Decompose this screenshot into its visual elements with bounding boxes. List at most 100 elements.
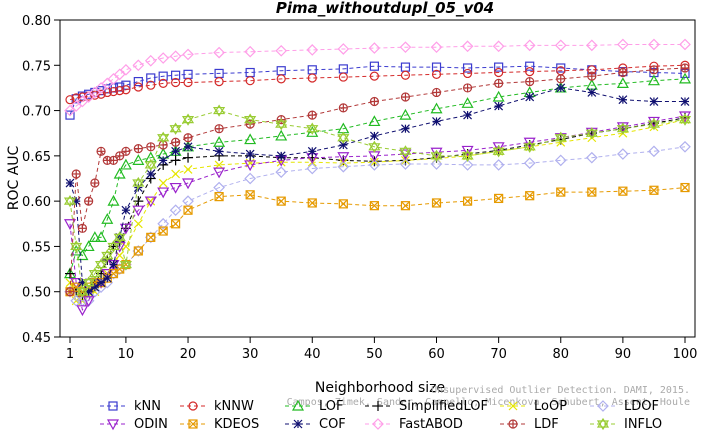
data-point-ldof: [461, 159, 474, 171]
data-point-fastabod: [430, 41, 443, 54]
data-point-kdeos: [338, 199, 348, 209]
data-point-loop: [158, 178, 168, 188]
data-point-kdeos: [307, 198, 317, 208]
data-point-kdeos: [556, 187, 566, 197]
data-point-inflo: [82, 276, 95, 289]
data-point-inflo: [244, 113, 257, 126]
data-point-knnw: [171, 77, 181, 88]
data-point-ldf: [338, 103, 348, 113]
y-tick-label: 0.55: [22, 240, 51, 255]
data-point-ldf: [556, 74, 566, 84]
data-point-knnw: [214, 76, 224, 87]
data-point-fastabod: [169, 50, 182, 63]
data-point-inflo: [119, 258, 132, 271]
data-point-ldof: [275, 166, 288, 179]
data-point-loop: [133, 219, 143, 229]
data-point-inflo: [213, 104, 226, 117]
legend-marker-knn: [108, 401, 118, 411]
data-point-fastabod: [306, 44, 319, 56]
data-point-inflo: [678, 113, 692, 126]
x-tick-label: 10: [118, 347, 135, 362]
data-point-kdeos: [133, 246, 143, 256]
data-point-knn: [171, 70, 181, 80]
data-point-cof: [146, 169, 156, 179]
data-point-simplifiedlof: [65, 268, 75, 279]
data-point-lof: [244, 133, 257, 145]
data-point-knn: [65, 110, 75, 120]
data-point-lof: [368, 115, 381, 127]
data-point-knn: [462, 63, 473, 73]
data-point-ldf: [84, 196, 94, 206]
data-point-kdeos: [369, 201, 379, 211]
data-point-knnw: [369, 71, 379, 81]
data-point-kdeos: [680, 182, 690, 193]
data-point-ldof: [399, 158, 412, 170]
series-knnw: [65, 60, 690, 105]
data-point-ldf: [462, 83, 473, 93]
data-point-fastabod: [144, 54, 157, 67]
data-point-knnw: [65, 95, 75, 105]
legend-item-knnw: kNNW: [180, 399, 254, 414]
data-point-cof: [276, 151, 286, 161]
data-point-ldof: [244, 172, 257, 185]
data-point-inflo: [107, 240, 120, 253]
data-point-lof: [430, 102, 443, 114]
data-point-inflo: [132, 176, 145, 190]
data-point-ldf: [171, 137, 181, 147]
data-point-cof: [494, 101, 504, 111]
data-point-ldf: [307, 110, 317, 120]
legend-label-loop: LoOP: [534, 399, 567, 414]
legend-item-kdeos: KDEOS: [180, 417, 259, 432]
data-point-ldf: [90, 178, 100, 188]
series-layer: [63, 38, 692, 317]
data-point-cof: [109, 260, 118, 269]
data-point-cof: [183, 142, 193, 152]
data-point-knn: [158, 71, 168, 81]
data-point-knnw: [183, 77, 193, 88]
data-point-knnw: [115, 86, 125, 96]
data-point-knnw: [96, 89, 106, 99]
data-point-fastabod: [107, 73, 120, 85]
legend-label-ldof: LDOF: [624, 399, 659, 414]
data-point-odin: [144, 196, 157, 208]
data-point-kdeos: [649, 185, 659, 195]
data-point-knnw: [276, 74, 286, 84]
data-point-lof: [95, 231, 108, 242]
data-point-kdeos: [214, 192, 224, 202]
y-axis: 0.45 0.50 0.55 0.60 0.65 0.70 0.75 0.80: [22, 14, 60, 346]
data-point-lof: [461, 97, 474, 108]
data-point-knnw: [525, 67, 535, 77]
data-point-knnw: [338, 72, 348, 82]
data-point-kdeos: [146, 232, 156, 242]
data-point-ldf: [133, 144, 143, 154]
data-point-simplifiedlof: [183, 152, 194, 163]
data-point-inflo: [157, 131, 170, 144]
legend-label-inflo: INFLO: [624, 417, 662, 432]
watermark: Unsupervised Outlier Detection. DAMI, 20…: [287, 385, 690, 408]
x-tick-label: 60: [428, 347, 445, 362]
chart-title: Pima_withoutdupl_05_v04: [276, 0, 494, 17]
data-point-fastabod: [554, 39, 567, 52]
data-point-lof: [213, 136, 226, 147]
data-point-cof: [369, 131, 379, 141]
data-point-ldf: [146, 142, 156, 152]
data-point-fastabod: [113, 68, 126, 81]
data-point-ldof: [306, 162, 319, 175]
data-point-fastabod: [132, 59, 145, 72]
legend-label-ldf: LDF: [534, 417, 559, 432]
data-point-cof: [96, 278, 106, 288]
data-point-odin: [63, 219, 77, 231]
data-point-cof: [463, 110, 473, 120]
data-point-ldof: [523, 157, 536, 169]
data-point-inflo: [88, 267, 101, 280]
legend-item-odin: ODIN: [100, 417, 168, 432]
data-point-odin: [244, 160, 257, 172]
data-point-cof: [245, 149, 255, 159]
data-point-ldof: [368, 159, 381, 171]
legend-marker-inflo: [596, 417, 610, 431]
data-point-kdeos: [431, 198, 442, 208]
data-point-inflo: [430, 149, 443, 162]
data-point-knn: [431, 62, 442, 72]
data-point-fastabod: [275, 44, 288, 57]
data-point-kdeos: [494, 193, 504, 204]
